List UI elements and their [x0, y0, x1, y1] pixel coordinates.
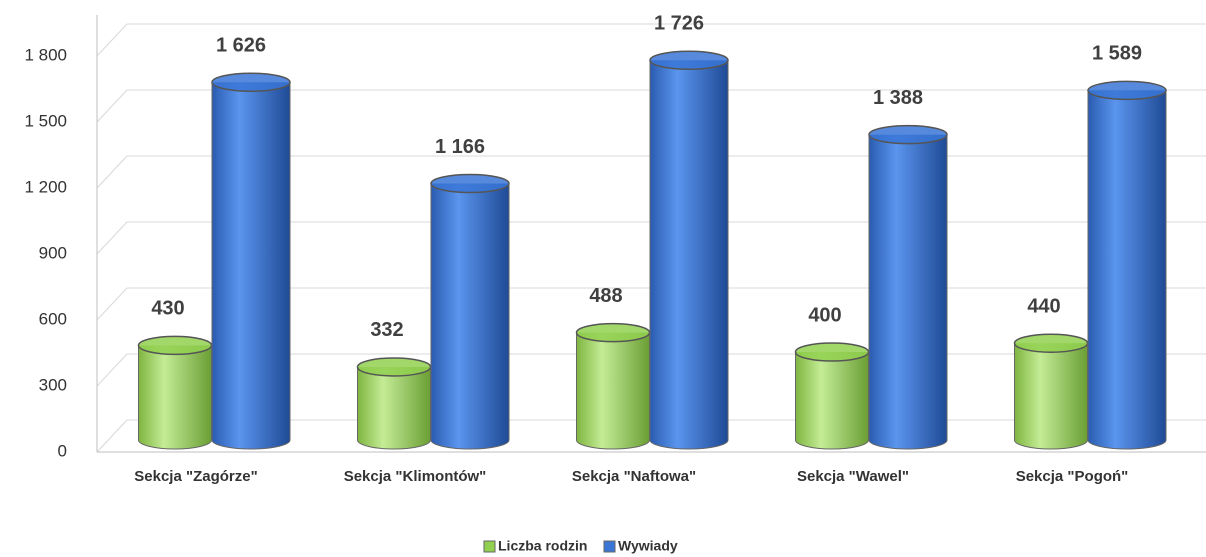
cylinder-top — [575, 322, 651, 343]
cylinder — [1087, 80, 1167, 450]
x-tick-label: Sekcja "Pogoń" — [1016, 468, 1129, 485]
bar — [357, 366, 431, 440]
y-tick-label: 0 — [58, 441, 67, 460]
bar — [1014, 343, 1088, 440]
bar — [431, 183, 509, 441]
grid-line — [96, 419, 128, 453]
cylinder-top — [137, 335, 213, 356]
value-label: 1 166 — [435, 136, 485, 158]
legend-swatch — [483, 540, 496, 553]
bar — [650, 60, 728, 440]
value-label: 1 726 — [654, 13, 704, 35]
cylinder — [868, 124, 948, 450]
cylinder — [575, 322, 651, 450]
bar — [212, 82, 290, 440]
grid-line — [96, 353, 128, 387]
cylinder — [1013, 333, 1089, 450]
cylinder — [137, 335, 213, 450]
y-tick-label: 600 — [39, 309, 67, 328]
cylinder — [211, 72, 291, 450]
cylinder-top — [430, 173, 510, 194]
y-tick-label: 1 500 — [24, 111, 67, 130]
cylinder-top — [1013, 333, 1089, 353]
cylinder-top — [1087, 80, 1167, 101]
bar — [138, 345, 212, 440]
y-tick-label: 900 — [39, 243, 67, 262]
grid-line — [96, 287, 128, 321]
y-tick-label: 300 — [39, 375, 67, 394]
bar — [576, 332, 650, 440]
value-label: 1 589 — [1092, 43, 1142, 65]
x-tick-label: Sekcja "Zagórze" — [134, 468, 257, 485]
cylinder — [356, 357, 432, 450]
x-tick-label: Sekcja "Klimontów" — [344, 468, 487, 485]
cylinder — [649, 50, 729, 450]
value-label: 440 — [1027, 295, 1060, 317]
grid-line — [96, 221, 128, 255]
grid-line — [96, 23, 128, 57]
value-label: 1 626 — [216, 35, 266, 57]
legend-label: Wywiady — [618, 538, 678, 554]
value-label: 332 — [370, 319, 403, 341]
cylinder-top — [868, 124, 948, 145]
cylinder-top — [356, 357, 432, 377]
value-label: 488 — [589, 285, 622, 307]
bar — [795, 352, 869, 440]
x-tick-label: Sekcja "Wawel" — [797, 468, 909, 485]
value-label: 430 — [151, 298, 184, 320]
y-tick-label: 1 800 — [24, 45, 67, 64]
grid-line — [96, 89, 128, 123]
cylinder-top — [794, 342, 870, 362]
cylinder — [430, 173, 510, 450]
cylinder-top — [649, 50, 729, 71]
cylinder — [794, 342, 870, 450]
bar — [1088, 90, 1166, 441]
legend-swatch — [603, 540, 616, 553]
x-tick-label: Sekcja "Naftowa" — [572, 468, 696, 485]
value-label: 1 388 — [873, 87, 923, 109]
cylinder-top — [211, 72, 291, 93]
value-label: 400 — [808, 304, 841, 326]
y-tick-label: 1 200 — [24, 177, 67, 196]
grid-line — [96, 155, 128, 189]
legend-label: Liczba rodzin — [498, 538, 587, 554]
bar — [869, 134, 947, 440]
